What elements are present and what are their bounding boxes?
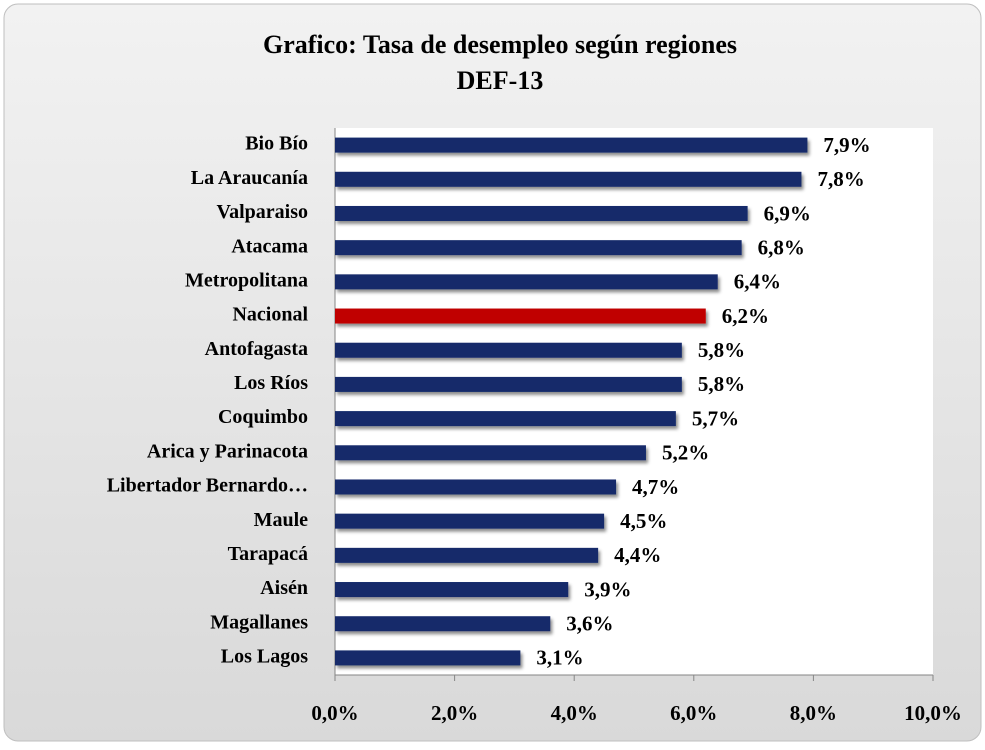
value-label: 7,8% [817,167,864,191]
value-label: 6,4% [734,270,781,294]
y-tick-label: Coquimbo [218,406,308,428]
bar [335,342,682,358]
value-label: 5,2% [662,441,709,465]
chart-title: DEF-13 [457,66,544,95]
bar [335,547,599,563]
y-tick-label: Maule [254,509,309,531]
y-tick-label: Antofagasta [205,338,308,360]
y-tick-label: Bio Bío [245,133,308,155]
value-label: 3,9% [584,577,631,601]
bar [335,616,551,632]
x-tick-label: 4,0% [551,701,598,725]
value-label: 5,8% [698,338,745,362]
value-label: 3,6% [566,612,613,636]
bar [335,479,617,495]
x-tick-label: 2,0% [431,701,478,725]
value-label: 4,5% [620,509,667,533]
x-tick-label: 10,0% [904,701,962,725]
value-label: 6,8% [758,235,805,259]
bar [335,445,646,461]
y-tick-label: Los Ríos [234,372,308,394]
value-label: 6,2% [722,304,769,328]
bar [335,137,808,153]
bar [335,513,605,529]
value-label: 4,7% [632,475,679,499]
bar [335,240,742,256]
y-tick-label: Tarapacá [228,543,308,565]
value-label: 4,4% [614,543,661,567]
y-tick-label: Magallanes [210,611,308,633]
x-tick-label: 6,0% [670,701,717,725]
bar [335,582,569,598]
value-label: 6,9% [764,201,811,225]
bar [335,274,718,290]
x-tick-label: 0,0% [311,701,358,725]
y-tick-label: Aisén [260,577,308,599]
bar [335,376,682,392]
y-tick-label: Nacional [232,304,308,326]
value-label: 7,9% [823,133,870,157]
bar [335,171,802,187]
value-label: 3,1% [536,646,583,670]
y-tick-label: Atacama [231,235,308,257]
y-tick-label: Arica y Parinacota [147,440,308,462]
x-tick-label: 8,0% [790,701,837,725]
y-tick-label: Los Lagos [221,646,308,668]
value-label: 5,8% [698,372,745,396]
bar [335,308,706,324]
bar [335,411,676,427]
bar [335,205,748,221]
y-tick-label: La Araucanía [191,167,308,189]
chart-title: Grafico: Tasa de desempleo según regione… [263,30,737,59]
value-label: 5,7% [692,406,739,430]
y-tick-label: Libertador Bernardo… [107,475,308,497]
y-tick-label: Metropolitana [185,269,308,291]
bar [335,650,521,666]
y-tick-label: Valparaiso [216,201,308,223]
